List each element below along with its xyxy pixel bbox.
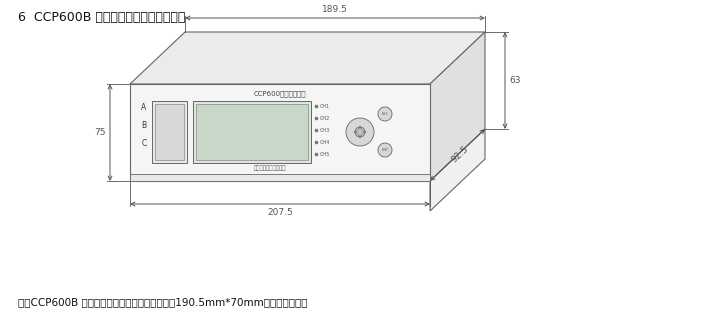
- Text: 四川臻诚电气有限公司: 四川臻诚电气有限公司: [253, 165, 287, 171]
- Polygon shape: [130, 32, 485, 84]
- Bar: [130, 84, 430, 181]
- Text: ENT: ENT: [382, 148, 389, 152]
- Text: 75: 75: [94, 128, 106, 137]
- Circle shape: [378, 143, 392, 157]
- Text: 63: 63: [509, 76, 521, 85]
- Text: CH5: CH5: [320, 151, 330, 157]
- Circle shape: [346, 118, 374, 146]
- Text: CH3: CH3: [320, 128, 330, 133]
- Text: 189.5: 189.5: [322, 5, 348, 14]
- Text: CH2: CH2: [320, 115, 330, 120]
- Bar: [155, 104, 184, 160]
- Polygon shape: [430, 129, 485, 211]
- Text: 6  CCP600B 微机综合保护装置外形尺寸: 6 CCP600B 微机综合保护装置外形尺寸: [18, 11, 185, 24]
- Text: 注：CCP600B 系列微机保护装置的开孔尺寸为：190.5mm*70mm，卡条式安装。: 注：CCP600B 系列微机保护装置的开孔尺寸为：190.5mm*70mm，卡条…: [18, 297, 307, 307]
- Bar: [130, 174, 430, 181]
- Polygon shape: [430, 32, 485, 181]
- Bar: [193, 101, 311, 163]
- Bar: [152, 101, 187, 163]
- Bar: [196, 104, 308, 160]
- Text: B: B: [141, 121, 147, 131]
- Circle shape: [378, 107, 392, 121]
- Text: 207.5: 207.5: [267, 208, 293, 217]
- Text: CH1: CH1: [320, 104, 330, 109]
- Text: C: C: [141, 139, 147, 148]
- Circle shape: [355, 127, 365, 137]
- Text: A: A: [141, 104, 147, 113]
- Text: CCP600微机保护装置: CCP600微机保护装置: [253, 90, 306, 97]
- Text: 92.5: 92.5: [450, 144, 470, 164]
- Text: CH4: CH4: [320, 139, 330, 144]
- Text: ESC: ESC: [382, 112, 389, 116]
